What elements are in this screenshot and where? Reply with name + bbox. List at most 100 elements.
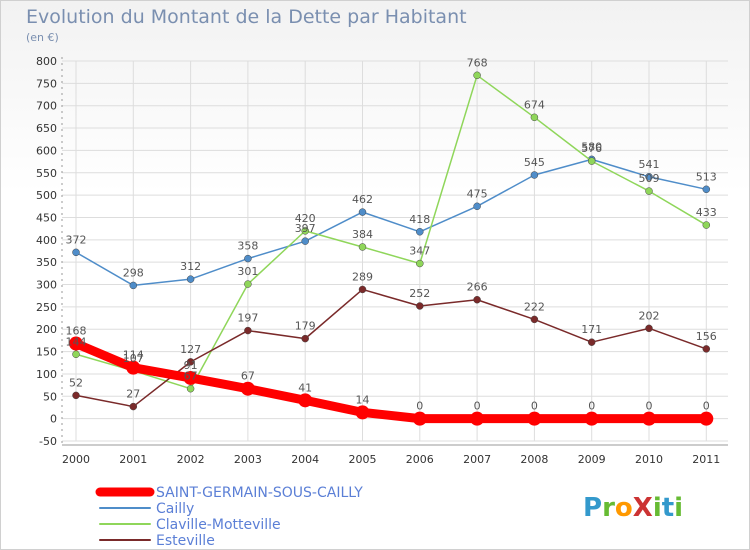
- data-point: [587, 157, 596, 165]
- data-label: 0: [474, 400, 481, 413]
- data-point: [355, 405, 370, 420]
- data-label: 144: [66, 335, 87, 348]
- series-1: [72, 155, 711, 290]
- data-point: [645, 324, 653, 333]
- data-point: [298, 393, 313, 408]
- data-label: 67: [184, 370, 198, 383]
- data-label: 509: [639, 172, 660, 185]
- y-tick-label: 350: [36, 256, 57, 269]
- series-line: [75, 74, 708, 390]
- data-point: [244, 326, 252, 335]
- y-tick-label: 400: [36, 234, 57, 247]
- data-label: 384: [352, 228, 373, 241]
- data-label: 0: [416, 400, 423, 413]
- series-line: [75, 158, 708, 287]
- data-point: [473, 295, 481, 304]
- x-tick-label: 2010: [635, 453, 663, 466]
- data-label: 433: [696, 206, 717, 219]
- data-label: 27: [126, 388, 140, 401]
- x-tick-label: 2006: [406, 453, 434, 466]
- data-label: 266: [467, 281, 488, 294]
- series-line: [71, 339, 711, 424]
- data-label: 0: [646, 400, 653, 413]
- data-label: 202: [639, 309, 660, 322]
- data-label: 107: [123, 352, 144, 365]
- chart-title: Evolution du Montant de la Dette par Hab…: [26, 6, 467, 28]
- chart-subtitle: (en €): [26, 31, 59, 44]
- data-point: [301, 334, 309, 343]
- legend-item: SAINT-GERMAIN-SOUS-CAILLY: [95, 485, 363, 501]
- y-tick-label: 800: [36, 55, 57, 68]
- data-label: 252: [409, 287, 430, 300]
- data-point: [129, 402, 138, 411]
- data-point: [358, 243, 367, 251]
- y-tick-label: 100: [36, 368, 57, 381]
- data-point: [301, 227, 309, 235]
- data-point: [186, 358, 195, 366]
- data-label: 768: [467, 56, 488, 69]
- data-point: [186, 275, 195, 283]
- legend-label: SAINT-GERMAIN-SOUS-CAILLY: [156, 485, 363, 501]
- data-label: 67: [241, 370, 255, 383]
- data-label: 222: [524, 300, 545, 313]
- data-point: [416, 259, 424, 268]
- data-point: [527, 411, 542, 426]
- data-point: [126, 360, 141, 375]
- data-label: 171: [581, 323, 602, 336]
- y-tick-label: 200: [36, 323, 57, 336]
- data-point: [69, 336, 83, 351]
- data-label: 41: [298, 381, 312, 394]
- data-point: [470, 411, 485, 426]
- data-point: [642, 411, 656, 426]
- legend-label: Esteville: [156, 533, 215, 549]
- data-label: 168: [66, 325, 87, 338]
- y-tick-label: 0: [50, 413, 57, 426]
- y-tick-label: 150: [36, 346, 57, 359]
- series-lines: [69, 71, 714, 426]
- x-tick-label: 2004: [291, 453, 319, 466]
- data-label: 127: [180, 343, 201, 356]
- axes: -50 0 50 100 150 200 250 300 350 400 450 500 550 600 6…: [36, 55, 728, 466]
- y-tick-label: 300: [36, 279, 57, 292]
- data-label: 420: [295, 212, 316, 225]
- y-tick-label: 500: [36, 189, 57, 202]
- data-point: [240, 381, 255, 396]
- y-tick-label: 700: [36, 100, 57, 113]
- data-label: 475: [467, 187, 488, 200]
- data-point: [702, 185, 711, 194]
- data-label: 114: [123, 349, 144, 362]
- legend: SAINT-GERMAIN-SOUS-CAILLYCaillyClaville-…: [95, 485, 363, 549]
- y-tick-label: -50: [39, 435, 57, 448]
- data-point: [645, 187, 653, 195]
- data-label: 156: [696, 330, 717, 343]
- data-label: 0: [531, 400, 538, 413]
- data-point: [129, 281, 138, 290]
- data-point: [72, 248, 80, 257]
- data-point: [699, 411, 714, 426]
- data-point: [416, 228, 424, 236]
- data-point: [530, 113, 539, 122]
- data-point: [244, 254, 252, 263]
- data-label: 674: [524, 98, 545, 111]
- data-point: [72, 391, 80, 400]
- logo-text: ProXiti: [583, 493, 683, 523]
- data-point: [301, 237, 309, 245]
- x-tick-label: 2009: [578, 453, 606, 466]
- data-label: 52: [69, 376, 83, 389]
- x-tick-label: 2001: [119, 453, 147, 466]
- data-point: [473, 202, 481, 211]
- data-label: 197: [237, 312, 258, 325]
- data-label: 418: [409, 213, 430, 226]
- series-line: [75, 288, 708, 408]
- legend-label: Cailly: [156, 501, 194, 517]
- data-point: [702, 345, 711, 353]
- x-tick-label: 2000: [62, 453, 90, 466]
- data-label: 179: [295, 320, 316, 333]
- data-label: 372: [66, 233, 87, 246]
- data-label: 576: [581, 142, 602, 155]
- proxiti-logo: ProXiti: [583, 493, 683, 523]
- data-label: 91: [184, 359, 198, 372]
- data-point: [183, 370, 198, 385]
